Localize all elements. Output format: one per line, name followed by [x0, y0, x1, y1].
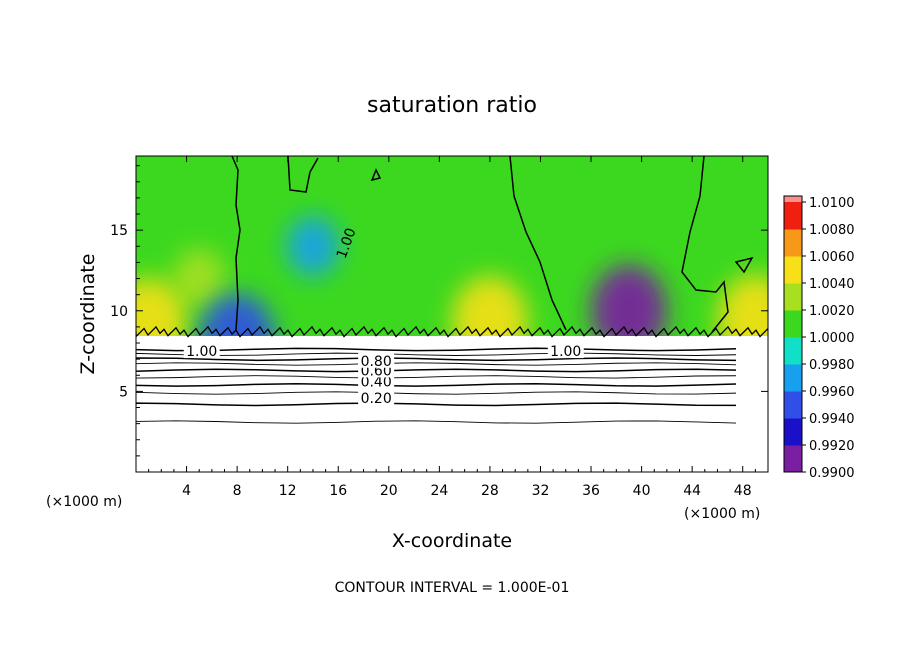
- contour-line-3: [136, 382, 737, 387]
- colorbar-label-9: 1.0080: [809, 223, 855, 238]
- chart-title: saturation ratio: [367, 93, 537, 118]
- x-tick-label-10: 44: [683, 483, 701, 499]
- x-unit-left: (×1000 m): [46, 494, 122, 510]
- contour-line-5: [136, 368, 737, 373]
- colorbar-label-10: 1.0100: [809, 196, 855, 211]
- contour-label-1: 0.40: [358, 373, 395, 391]
- colorbar-swatch-7: [784, 256, 802, 284]
- upper-contour-lines: [231, 156, 754, 333]
- contour-line-1: [136, 402, 737, 407]
- colorbar: 0.9900 0.9920 0.9940 0.9960 0.9980 1.0000 1.00…: [783, 195, 855, 481]
- contour-upper-5: [681, 156, 729, 333]
- contour-upper-4: [509, 156, 567, 331]
- contour-label-5: 1.00: [547, 343, 584, 360]
- colorbar-swatch-5: [784, 310, 802, 338]
- y-tick-label-0: 5: [119, 384, 128, 400]
- x-tick-label-9: 40: [633, 483, 651, 499]
- colorbar-label-4: 0.9980: [809, 358, 855, 373]
- svg-text:0.80: 0.80: [361, 354, 392, 370]
- colorbar-swatch-6: [784, 283, 802, 311]
- x-tick-label-1: 8: [233, 483, 242, 499]
- x-tick-label-6: 28: [481, 483, 499, 499]
- x-tick-label-7: 32: [532, 483, 550, 499]
- colorbar-swatch-1: [784, 418, 802, 446]
- x-unit-right: (×1000 m): [684, 506, 760, 522]
- colorbar-label-7: 1.0040: [809, 277, 855, 292]
- colorbar-frame: [783, 195, 803, 473]
- colorbar-label-5: 1.0000: [809, 331, 855, 346]
- cloud-base-contour: [136, 325, 768, 338]
- contour-label-3: 0.80: [358, 352, 395, 370]
- pocket-5: [286, 216, 339, 277]
- contour-interval-note: CONTOUR INTERVAL = 1.000E-01: [335, 580, 570, 596]
- svg-text:1.00: 1.00: [186, 344, 217, 360]
- svg-text:0.40: 0.40: [361, 375, 392, 391]
- x-tick-label-3: 16: [329, 483, 347, 499]
- svg-text:1.00: 1.00: [550, 344, 581, 360]
- colorbar-label-0: 0.9900: [809, 466, 855, 481]
- colorbar-label-2: 0.9940: [809, 412, 855, 427]
- colorbar-swatch-8: [784, 229, 802, 257]
- contour-upper-3: [370, 168, 382, 182]
- colorbar-swatch-0: [784, 445, 802, 473]
- contour-line-7: [136, 357, 737, 362]
- colorbar-label-6: 1.0020: [809, 304, 855, 319]
- y-tick-label-2: 15: [110, 223, 128, 239]
- x-tick-label-4: 20: [380, 483, 398, 499]
- colorbar-swatch-2: [784, 391, 802, 419]
- x-tick-label-2: 12: [279, 483, 297, 499]
- contour-label-4: 1.00: [183, 343, 220, 360]
- contour-upper-6: [734, 256, 754, 274]
- y-axis-label: Z-coordinate: [77, 254, 99, 375]
- contour-line-0: [136, 420, 737, 424]
- x-axis-label: X-coordinate: [392, 530, 512, 552]
- contour-line-2: [136, 391, 737, 395]
- colorbar-label-8: 1.0060: [809, 250, 855, 265]
- svg-text:0.20: 0.20: [361, 391, 392, 407]
- cloud-base-line: [136, 325, 768, 338]
- colorbar-swatch-9: [784, 202, 802, 230]
- pocket-0: [173, 248, 226, 309]
- contour-upper-1: [231, 156, 241, 331]
- colorbar-swatch-4: [784, 337, 802, 365]
- x-tick-label-8: 36: [582, 483, 600, 499]
- y-tick-label-1: 10: [110, 304, 128, 320]
- x-tick-label-0: 4: [182, 483, 191, 499]
- contour-label-0: 0.20: [358, 389, 395, 407]
- colorbar-label-3: 0.9960: [809, 385, 855, 400]
- contour-line-6: [136, 362, 737, 366]
- colorbar-swatch-3: [784, 364, 802, 392]
- x-tick-label-5: 24: [430, 483, 448, 499]
- x-axis: 4 8 12 16 20 24 28 32 36 40 44 48: [148, 156, 756, 499]
- plot-area: 0.200.400.600.801.00 1.001.00: [136, 156, 768, 472]
- contour-upper-2: [287, 156, 319, 193]
- x-tick-label-11: 48: [734, 483, 752, 499]
- contour-line-4: [136, 375, 737, 379]
- y-axis: 5 10 15: [110, 165, 768, 457]
- colorbar-label-1: 0.9920: [809, 439, 855, 454]
